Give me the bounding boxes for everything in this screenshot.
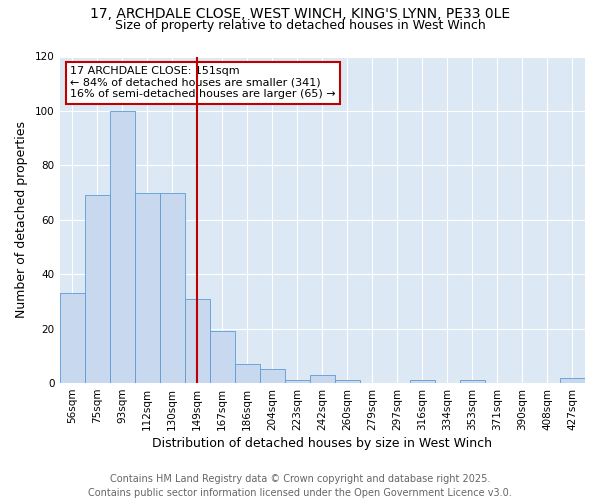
Bar [59,294,85,383]
Bar [235,364,260,383]
Bar [110,111,134,383]
Y-axis label: Number of detached properties: Number of detached properties [15,122,28,318]
Bar [260,370,285,383]
Bar [335,380,360,383]
Bar [160,192,185,383]
Bar [85,196,110,383]
Bar [310,375,335,383]
Bar [285,380,310,383]
Bar [185,298,209,383]
Text: 17, ARCHDALE CLOSE, WEST WINCH, KING'S LYNN, PE33 0LE: 17, ARCHDALE CLOSE, WEST WINCH, KING'S L… [90,8,510,22]
Bar [209,332,235,383]
Bar [560,378,585,383]
Text: Size of property relative to detached houses in West Winch: Size of property relative to detached ho… [115,19,485,32]
Text: Contains HM Land Registry data © Crown copyright and database right 2025.
Contai: Contains HM Land Registry data © Crown c… [88,474,512,498]
Bar [460,380,485,383]
Text: 17 ARCHDALE CLOSE: 151sqm
← 84% of detached houses are smaller (341)
16% of semi: 17 ARCHDALE CLOSE: 151sqm ← 84% of detac… [70,66,335,100]
X-axis label: Distribution of detached houses by size in West Winch: Distribution of detached houses by size … [152,437,492,450]
Bar [134,192,160,383]
Bar [410,380,435,383]
